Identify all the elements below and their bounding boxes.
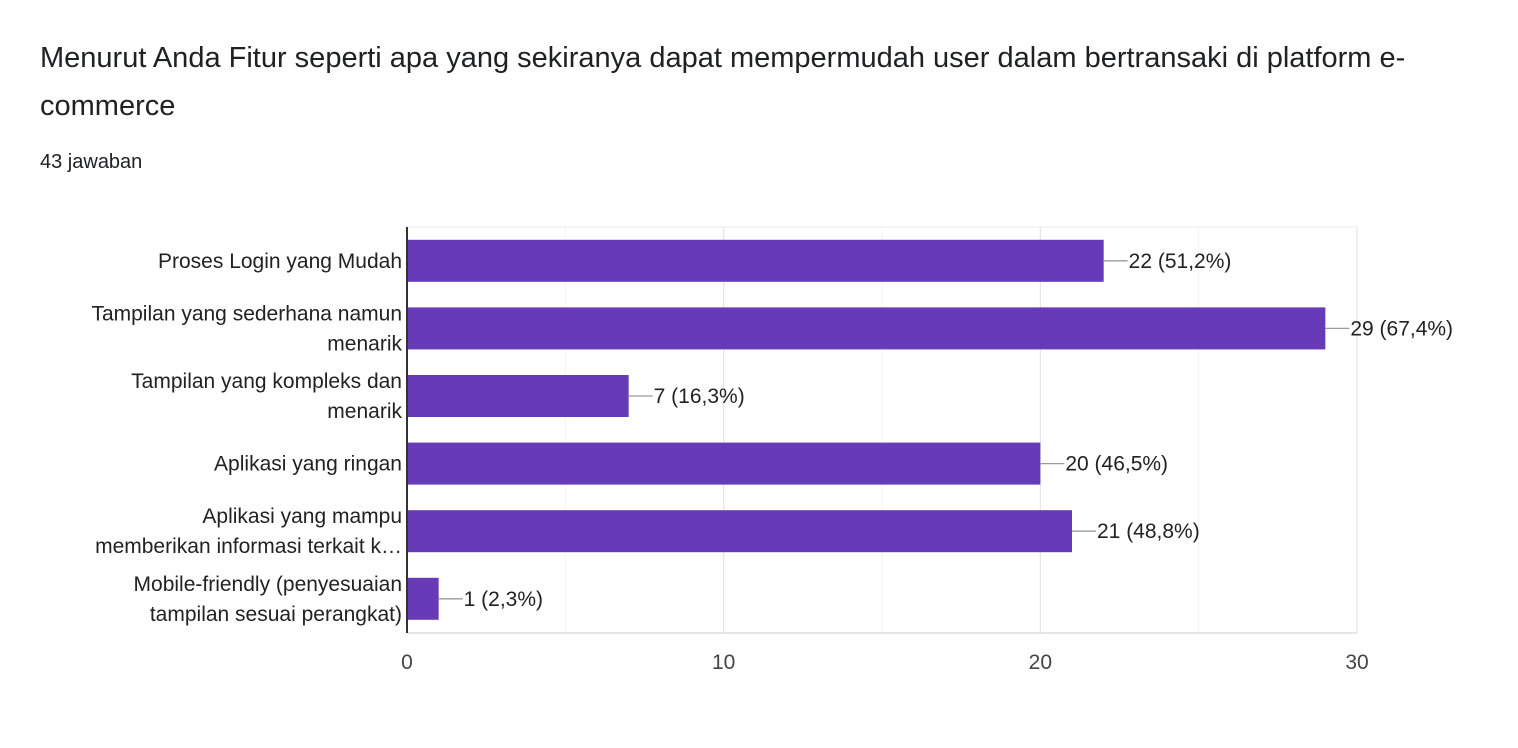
- data-label: 1 (2,3%): [464, 588, 543, 611]
- data-label: 20 (46,5%): [1065, 453, 1168, 476]
- category-label: Aplikasi yang mampu: [202, 505, 402, 528]
- category-label: Tampilan yang sederhana namun: [91, 302, 402, 325]
- category-label: menarik: [327, 332, 402, 355]
- bar: [407, 375, 629, 417]
- bar: [407, 577, 439, 620]
- category-label: memberikan informasi terkait k…: [95, 535, 402, 558]
- data-label: 22 (51,2%): [1129, 250, 1232, 273]
- x-tick-label: 10: [712, 651, 735, 674]
- category-label: Proses Login yang Mudah: [158, 250, 402, 273]
- bar: [407, 442, 1041, 485]
- category-label: Tampilan yang kompleks dan: [131, 370, 402, 393]
- x-tick-label: 0: [401, 651, 413, 674]
- category-label: Mobile-friendly (penyesuaian: [134, 573, 402, 596]
- category-label: Aplikasi yang ringan: [214, 453, 402, 476]
- x-tick-label: 30: [1345, 651, 1368, 674]
- response-count: 43 jawaban: [40, 151, 143, 173]
- question-title: Menurut Anda Fitur seperti apa yang seki…: [40, 42, 1406, 122]
- bar: [407, 510, 1072, 553]
- data-label: 21 (48,8%): [1097, 520, 1200, 543]
- data-label: 7 (16,3%): [654, 385, 745, 408]
- category-label: tampilan sesuai perangkat): [150, 603, 402, 626]
- category-label: menarik: [327, 400, 402, 423]
- bar: [407, 239, 1104, 282]
- bar: [407, 307, 1326, 350]
- x-tick-label: 20: [1029, 651, 1052, 674]
- data-label: 29 (67,4%): [1350, 317, 1453, 340]
